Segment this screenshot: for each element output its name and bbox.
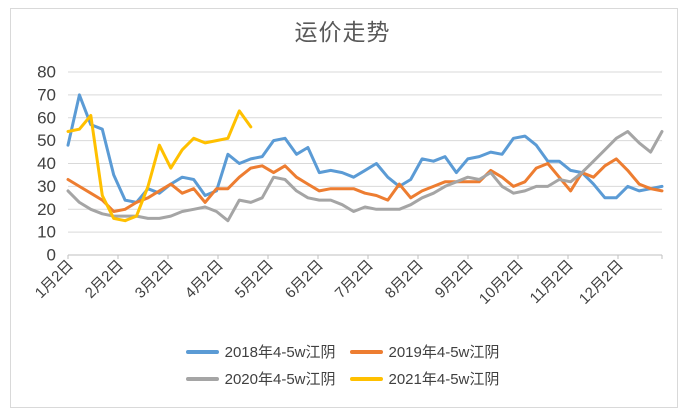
svg-text:12月2日: 12月2日 (576, 257, 627, 308)
legend-item-2019: 2019年4-5w江阴 (349, 341, 500, 362)
svg-text:9月2日: 9月2日 (432, 257, 477, 302)
svg-text:50: 50 (37, 131, 56, 150)
svg-text:3月2日: 3月2日 (132, 257, 177, 302)
chart-title: 运价走势 (294, 19, 391, 45)
svg-text:6月2日: 6月2日 (282, 257, 327, 302)
svg-text:11月2日: 11月2日 (527, 257, 577, 307)
legend-swatch-2018 (185, 349, 219, 354)
svg-text:70: 70 (37, 85, 56, 104)
x-axis-labels: 1月2日 2月2日 3月2日 4月2日 5月2日 6月2日 7月2日 8月2日 9月2日 10月2… (32, 257, 627, 308)
chart-legend: 2018年4-5w江阴 2019年4-5w江阴 2020年4-5w江阴 2021… (0, 341, 685, 389)
series-lines (66, 93, 664, 223)
svg-text:4月2日: 4月2日 (182, 257, 227, 302)
svg-text:80: 80 (37, 63, 56, 82)
legend-label-2020: 2020年4-5w江阴 (224, 371, 336, 388)
legend-row-1: 2018年4-5w江阴 2019年4-5w江阴 (185, 341, 500, 362)
legend-row-2: 2020年4-5w江阴 2021年4-5w江阴 (185, 368, 500, 389)
x-axis (67, 254, 663, 259)
svg-text:60: 60 (37, 108, 56, 127)
svg-text:30: 30 (37, 177, 56, 196)
legend-label-2019: 2019年4-5w江阴 (388, 344, 500, 361)
svg-text:10月2日: 10月2日 (476, 257, 527, 308)
svg-text:10: 10 (37, 223, 56, 242)
legend-label-2018: 2018年4-5w江阴 (224, 344, 336, 361)
legend-item-2018: 2018年4-5w江阴 (185, 341, 336, 362)
series-line-2020年 (66, 130, 664, 223)
legend-item-2021: 2021年4-5w江阴 (349, 368, 500, 389)
legend-swatch-2019 (349, 349, 383, 354)
chart-frame (10, 8, 678, 408)
series-line-2019年 (66, 157, 664, 213)
y-axis-labels: 0 10 20 30 40 50 60 70 80 (37, 63, 56, 265)
svg-text:5月2日: 5月2日 (232, 257, 277, 302)
legend-item-2020: 2020年4-5w江阴 (185, 368, 336, 389)
series-line-2021年 (66, 109, 253, 223)
legend-swatch-2021 (349, 376, 383, 381)
svg-text:2月2日: 2月2日 (82, 257, 127, 302)
svg-text:0: 0 (47, 246, 56, 265)
svg-text:7月2日: 7月2日 (332, 257, 377, 302)
svg-text:8月2日: 8月2日 (382, 257, 427, 302)
legend-swatch-2020 (185, 376, 219, 381)
svg-text:20: 20 (37, 200, 56, 219)
legend-label-2021: 2021年4-5w江阴 (388, 371, 500, 388)
svg-text:40: 40 (37, 154, 56, 173)
